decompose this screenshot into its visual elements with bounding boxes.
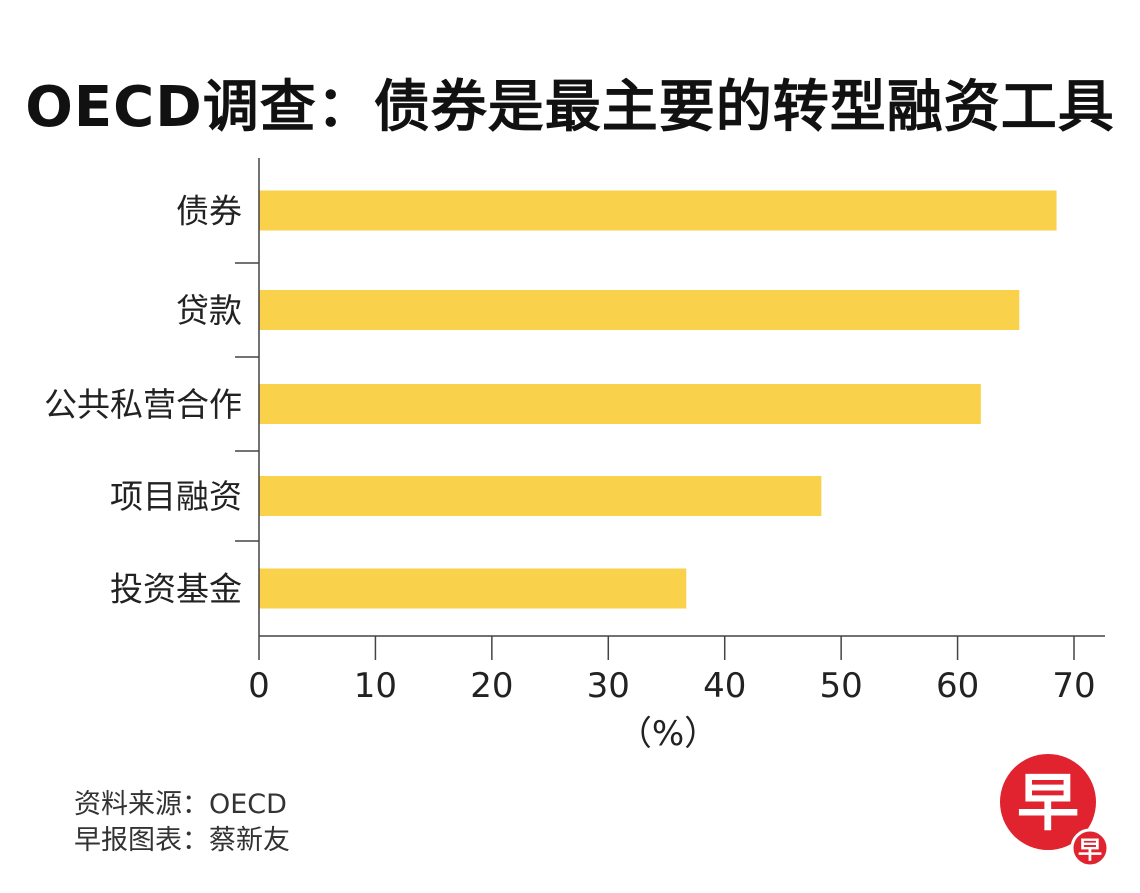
category-label-3: 公共私营合作	[44, 385, 242, 424]
x-tick-label-10: 10	[354, 666, 397, 706]
category-label-1: 债券	[176, 192, 242, 231]
logo-small-char: 早	[1078, 836, 1102, 864]
logo-small-circle	[1070, 828, 1110, 868]
zaobao-logo: 早 早	[1000, 754, 1110, 868]
category-label-4: 项目融资	[110, 477, 242, 516]
x-tick-label-40: 40	[703, 666, 746, 706]
x-tick-label-60: 60	[936, 666, 979, 706]
x-tick-label-70: 70	[1052, 666, 1095, 706]
category-label-5: 投资基金	[110, 570, 242, 609]
x-tick-label-0: 0	[248, 666, 270, 706]
chart-title: OECD调查：债券是最主要的转型融资工具	[25, 75, 1115, 140]
bar-1	[259, 190, 1057, 231]
logo-main-char: 早	[1017, 766, 1079, 839]
bars-layer	[259, 190, 1057, 609]
x-tick-label-30: 30	[587, 666, 630, 706]
category-label-2: 贷款	[176, 291, 242, 330]
x-tick-label-20: 20	[470, 666, 513, 706]
x-tick-label-50: 50	[820, 666, 863, 706]
credit-note: 早报图表：蔡新友	[74, 825, 290, 856]
x-axis: 0 10 20 30 40 50 60 70	[235, 158, 1105, 706]
logo-main-circle	[1000, 754, 1096, 850]
bar-4	[259, 476, 822, 516]
source-note: 资料来源：OECD	[74, 789, 287, 820]
bar-5	[259, 568, 687, 609]
bar-3	[259, 384, 981, 424]
bar-2	[259, 290, 1020, 330]
x-axis-unit-label: （%）	[618, 714, 718, 754]
